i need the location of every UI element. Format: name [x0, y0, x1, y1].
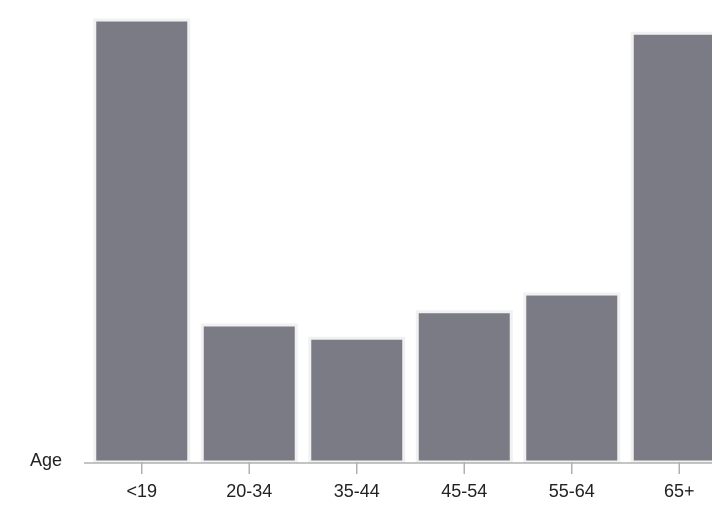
bar-0	[93, 18, 191, 464]
bar-1	[200, 323, 298, 464]
bars-group	[93, 18, 712, 464]
bar-5	[630, 31, 712, 464]
x-axis-title: Age	[30, 450, 62, 470]
bar-2	[308, 336, 406, 464]
x-tick-label-0: <19	[126, 481, 157, 501]
x-tick-label-3: 45-54	[441, 481, 487, 501]
x-ticks-group	[141, 462, 680, 474]
x-tick-label-4: 55-64	[549, 481, 595, 501]
x-tick-label-1: 20-34	[226, 481, 272, 501]
bar-3	[415, 310, 513, 464]
x-tick-label-2: 35-44	[334, 481, 380, 501]
x-tick-label-5: 65+	[664, 481, 695, 501]
bar-4	[523, 292, 621, 464]
x-tick-labels-group: <19 20-34 35-44 45-54 55-64 65+	[126, 481, 694, 501]
